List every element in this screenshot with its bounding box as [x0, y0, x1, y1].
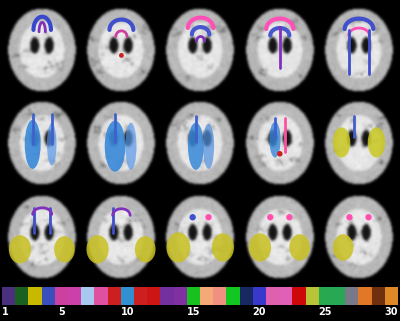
Bar	[108, 287, 121, 305]
Bar	[42, 287, 55, 305]
Circle shape	[277, 151, 282, 157]
Bar	[187, 287, 200, 305]
Bar	[226, 287, 240, 305]
Ellipse shape	[289, 234, 310, 261]
Bar	[213, 287, 226, 305]
Bar	[200, 287, 213, 305]
Bar	[358, 287, 372, 305]
Ellipse shape	[270, 122, 280, 158]
Text: 20: 20	[253, 307, 266, 317]
Ellipse shape	[333, 127, 350, 158]
Ellipse shape	[135, 236, 156, 263]
Text: 5: 5	[58, 307, 65, 317]
Ellipse shape	[105, 121, 125, 172]
Bar	[174, 287, 187, 305]
Bar	[28, 287, 42, 305]
Ellipse shape	[249, 233, 271, 262]
Bar	[147, 287, 160, 305]
Bar	[160, 287, 174, 305]
Ellipse shape	[25, 120, 41, 169]
Ellipse shape	[9, 235, 31, 264]
Ellipse shape	[125, 123, 136, 170]
Bar	[279, 287, 292, 305]
Bar	[253, 287, 266, 305]
Bar	[319, 287, 332, 305]
Ellipse shape	[188, 123, 204, 170]
Bar	[266, 287, 279, 305]
Bar	[68, 287, 81, 305]
Circle shape	[346, 214, 353, 221]
Text: 15: 15	[187, 307, 200, 317]
Ellipse shape	[368, 127, 385, 158]
Text: R: R	[4, 6, 12, 16]
Bar	[2, 287, 15, 305]
Ellipse shape	[54, 236, 75, 263]
Circle shape	[267, 214, 274, 221]
Bar	[372, 287, 385, 305]
Bar	[292, 287, 306, 305]
Text: 1: 1	[2, 307, 9, 317]
Bar	[332, 287, 345, 305]
Ellipse shape	[86, 235, 109, 264]
Ellipse shape	[212, 233, 234, 262]
Ellipse shape	[333, 234, 354, 261]
Bar	[345, 287, 358, 305]
Bar	[81, 287, 94, 305]
Text: L: L	[390, 6, 396, 16]
Ellipse shape	[166, 232, 190, 263]
Circle shape	[119, 53, 124, 58]
Bar	[15, 287, 28, 305]
Bar	[121, 287, 134, 305]
Circle shape	[286, 214, 292, 221]
Bar	[240, 287, 253, 305]
Bar	[134, 287, 147, 305]
Circle shape	[365, 214, 372, 221]
Ellipse shape	[203, 124, 214, 169]
Bar	[385, 287, 398, 305]
Circle shape	[205, 214, 212, 221]
Text: 30: 30	[385, 307, 398, 317]
Bar	[306, 287, 319, 305]
Bar	[94, 287, 108, 305]
Bar	[55, 287, 68, 305]
Circle shape	[190, 214, 196, 221]
Text: 25: 25	[319, 307, 332, 317]
Ellipse shape	[47, 123, 56, 166]
Text: 10: 10	[121, 307, 134, 317]
